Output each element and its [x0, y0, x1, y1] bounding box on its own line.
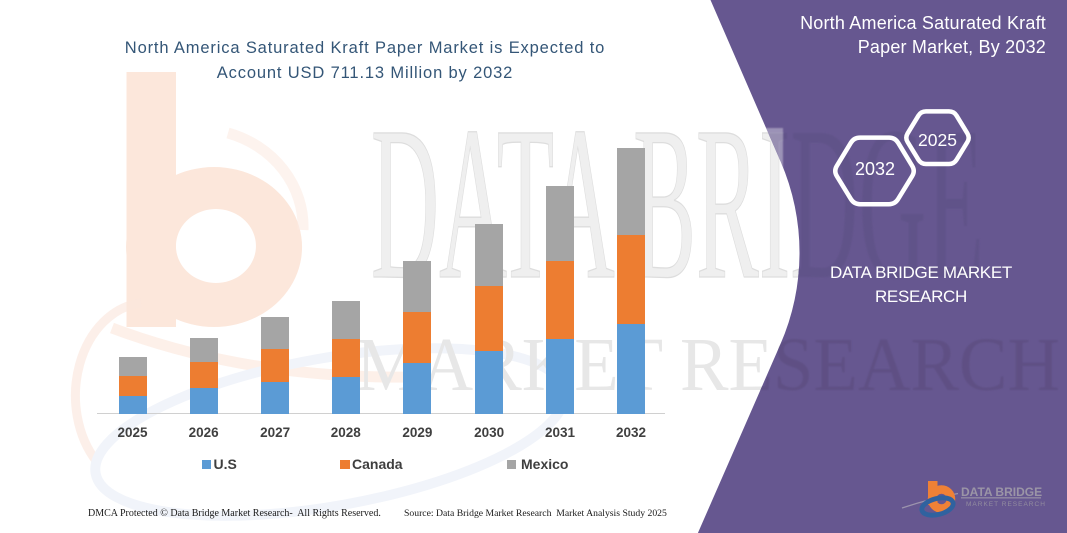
svg-text:MARKET RESEARCH: MARKET RESEARCH: [356, 323, 1060, 407]
